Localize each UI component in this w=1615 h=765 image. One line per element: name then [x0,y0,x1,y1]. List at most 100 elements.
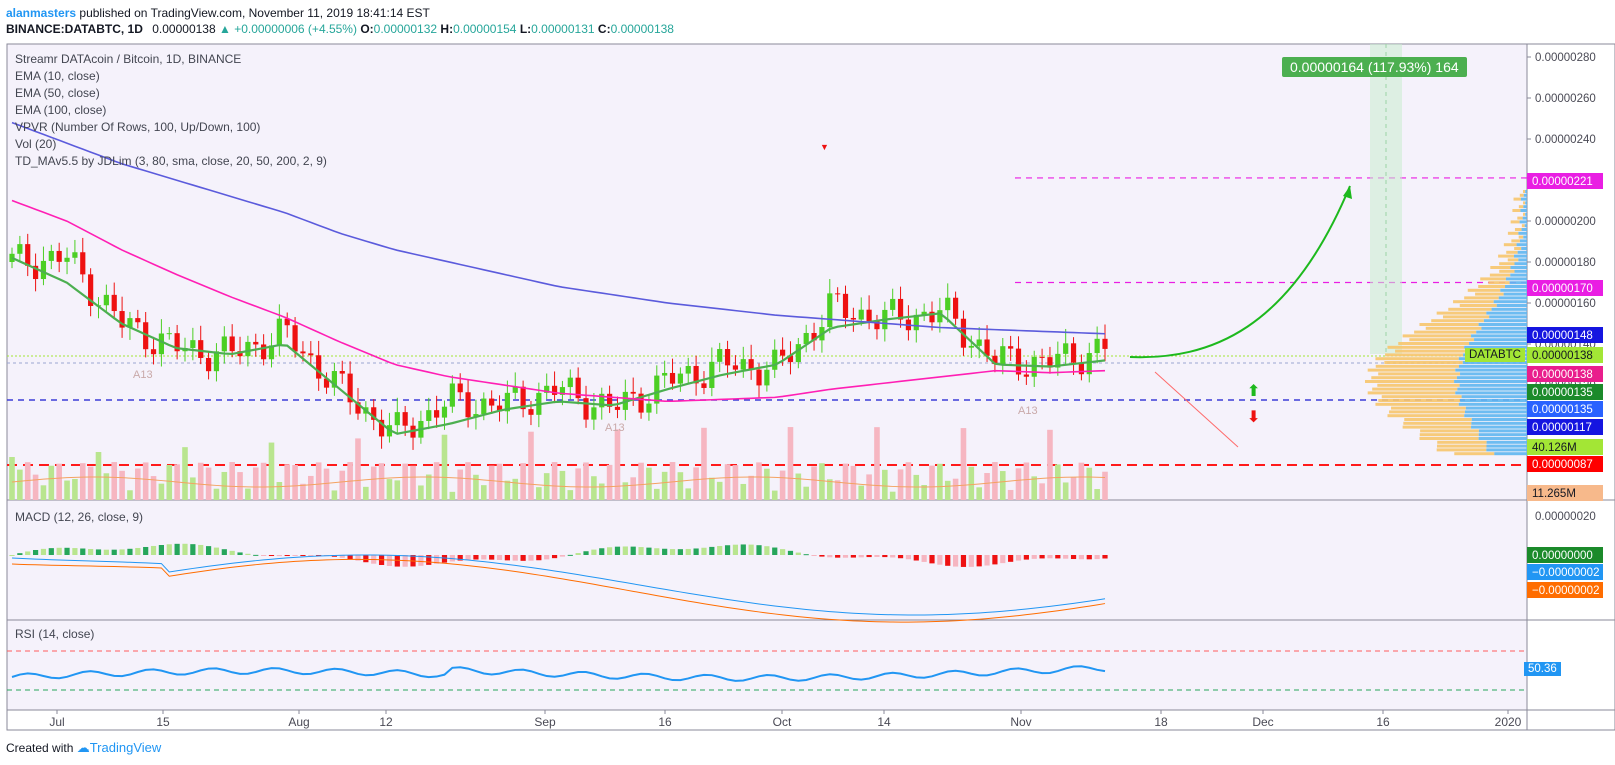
macd-histogram-bar [709,546,715,555]
vpvr-bar-up [1375,357,1459,361]
macd-histogram-bar [48,548,54,555]
legend-vol[interactable]: Vol (20) [15,137,57,151]
candle-body [245,341,251,357]
legend-ema10[interactable]: EMA (10, close) [15,69,100,83]
vpvr-bar-up [1437,440,1487,444]
vpvr-bar-down [1454,380,1527,383]
macd-histogram-bar [9,555,15,556]
volume-bar [64,480,70,500]
macd-histogram-bar [607,547,613,555]
volume-bar [229,462,235,500]
legend-vpvr[interactable]: VPVR (Number Of Rows, 100, Up/Down, 100) [15,120,261,134]
macd-histogram-bar [937,555,943,565]
vpvr-bar-down [1525,201,1527,205]
macd-histogram-bar [316,555,322,556]
vpvr-bar-up [1518,235,1524,239]
legend-title[interactable]: Streamr DATAcoin / Bitcoin, 1D, BINANCE [15,52,242,66]
macd-histogram-bar [1070,555,1077,560]
macd-histogram-bar [426,555,432,565]
vpvr-bar-down [1457,387,1527,391]
volume-bar [488,465,495,500]
candle-body [559,387,566,395]
macd-histogram-bar [300,555,306,556]
macd-tick-label: 0.00000020 [1535,511,1596,523]
price-axis-tag-label: 0.00000138 [1532,350,1593,362]
candle-body [984,339,990,356]
price-axis-tag-label: 0.00000170 [1532,283,1593,295]
vpvr-bar-down [1478,323,1527,326]
candle-body [740,359,746,370]
vpvr-bar-down [1481,326,1527,330]
time-tick-label: 2020 [1495,715,1522,729]
macd-histogram-bar [1000,555,1006,564]
time-tick-label: Nov [1010,715,1031,729]
high-label: H: [440,22,454,36]
vpvr-bar-up [1381,395,1462,399]
macd-histogram-bar [284,555,290,557]
candle-body [1008,346,1014,349]
volume-bar [127,490,133,500]
volume-bar [441,434,448,500]
volume-bar [937,463,943,500]
candle-body [677,373,683,384]
macd-line [11,554,1106,616]
macd-histogram-bar [386,555,393,566]
down-arrow-icon: ⬇ [1247,409,1260,426]
vpvr-bar-up [1518,205,1524,209]
volume-bar [1062,482,1069,500]
legend-ema50[interactable]: EMA (50, close) [15,86,100,100]
candle-body [213,351,220,372]
macd-histogram-bar [787,550,794,555]
close-label: C: [597,22,611,36]
legend-rsi[interactable]: RSI (14, close) [15,627,95,641]
macd-histogram-bar [622,546,628,555]
macd-histogram-bar [740,544,746,555]
volume-bar [732,465,739,500]
up-arrow-icon: ⬆ [1247,383,1260,400]
vpvr-bar-down [1474,338,1527,342]
legend-macd[interactable]: MACD (12, 26, close, 9) [15,510,144,524]
publish-line: alanmasters published on TradingView.com… [6,6,430,20]
candle-body [772,349,778,370]
volume-bar [653,488,660,500]
volume-bar [756,462,762,500]
time-tick-label: Dec [1252,715,1273,729]
candle-body [111,294,117,312]
vpvr-bar-up [1523,190,1526,193]
candle-body [693,365,699,384]
macd-histogram-bar [913,555,919,561]
macd-histogram-bar [638,547,644,555]
volume-bar [457,469,464,500]
macd-axis-tag-label: 0.00000000 [1532,550,1593,562]
vpvr-bar-up [1490,266,1511,269]
vpvr-bar-down [1464,410,1527,414]
candle-body [40,260,47,280]
candle-body [850,317,856,320]
candle-body [780,349,786,356]
candle-body [465,392,471,418]
macd-axis-tag-label: −0.00000002 [1532,567,1599,579]
macd-histogram-bar [174,543,180,555]
tradingview-link[interactable]: TradingView [89,740,162,755]
volume-bar [787,427,794,500]
volume-bar [661,471,668,500]
volume-bar [866,474,872,500]
macd-histogram-bar [441,555,448,563]
vpvr-bar-up [1513,197,1521,201]
volume-bar [339,470,346,500]
volume-bar [685,488,692,500]
legend-td[interactable]: TD_MAv5.5 by JDLim (3, 80, sma, close, 2… [15,154,327,168]
candle-body [323,378,330,388]
volume-bar [669,462,676,500]
legend-ema100[interactable]: EMA (100, close) [15,103,107,117]
candle-body [952,297,959,319]
candle-body [630,391,636,394]
volume-bar [473,474,479,500]
vpvr-bar-up [1478,285,1506,288]
tradingview-logo-icon[interactable]: ☁ [76,740,90,755]
candle-body [48,250,54,261]
vpvr-bar-down [1494,452,1527,456]
macd-histogram-bar [945,555,951,566]
author-link[interactable]: alanmasters [6,6,77,20]
